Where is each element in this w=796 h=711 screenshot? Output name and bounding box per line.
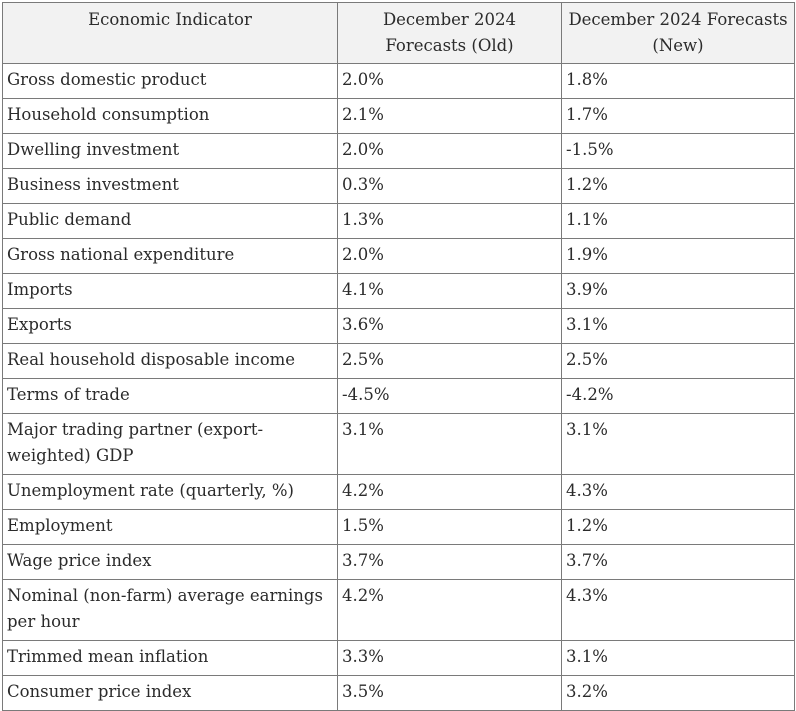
old-forecast-cell: 2.0% [337, 63, 562, 99]
table-row: Nominal (non-farm) average earnings per … [2, 579, 795, 641]
table-row: Employment 1.5% 1.2% [2, 509, 795, 545]
table-row: Terms of trade -4.5% -4.2% [2, 378, 795, 414]
new-forecast-cell: 1.2% [561, 509, 795, 545]
table-row: Wage price index 3.7% 3.7% [2, 544, 795, 580]
new-forecast-cell: 3.1% [561, 413, 795, 475]
new-forecast-cell: 3.7% [561, 544, 795, 580]
new-forecast-cell: 3.9% [561, 273, 795, 309]
header-forecast-new: December 2024 Forecasts (New) [561, 2, 795, 64]
new-forecast-cell: 1.2% [561, 168, 795, 204]
indicator-cell: Major trading partner (export-weighted) … [2, 413, 338, 475]
table-row: Gross domestic product 2.0% 1.8% [2, 63, 795, 99]
old-forecast-cell: 4.2% [337, 474, 562, 510]
indicator-cell: Business investment [2, 168, 338, 204]
new-forecast-cell: 4.3% [561, 474, 795, 510]
indicator-cell: Wage price index [2, 544, 338, 580]
indicator-cell: Household consumption [2, 98, 338, 134]
indicator-cell: Exports [2, 308, 338, 344]
old-forecast-cell: 0.3% [337, 168, 562, 204]
table-row: Exports 3.6% 3.1% [2, 308, 795, 344]
old-forecast-cell: 3.3% [337, 640, 562, 676]
new-forecast-cell: 4.3% [561, 579, 795, 641]
new-forecast-cell: 3.1% [561, 308, 795, 344]
old-forecast-cell: 3.7% [337, 544, 562, 580]
table-row: Major trading partner (export-weighted) … [2, 413, 795, 475]
indicator-cell: Dwelling investment [2, 133, 338, 169]
old-forecast-cell: 4.2% [337, 579, 562, 641]
table-row: Gross national expenditure 2.0% 1.9% [2, 238, 795, 274]
old-forecast-cell: 3.5% [337, 675, 562, 711]
header-economic-indicator: Economic Indicator [2, 2, 338, 64]
old-forecast-cell: 1.3% [337, 203, 562, 239]
indicator-cell: Imports [2, 273, 338, 309]
new-forecast-cell: 1.9% [561, 238, 795, 274]
table-row: Household consumption 2.1% 1.7% [2, 98, 795, 134]
indicator-cell: Gross domestic product [2, 63, 338, 99]
new-forecast-cell: -1.5% [561, 133, 795, 169]
old-forecast-cell: 3.6% [337, 308, 562, 344]
table-row: Dwelling investment 2.0% -1.5% [2, 133, 795, 169]
header-row: Economic Indicator December 2024 Forecas… [2, 2, 795, 64]
old-forecast-cell: 2.0% [337, 238, 562, 274]
old-forecast-cell: -4.5% [337, 378, 562, 414]
old-forecast-cell: 2.1% [337, 98, 562, 134]
indicator-cell: Gross national expenditure [2, 238, 338, 274]
indicator-cell: Nominal (non-farm) average earnings per … [2, 579, 338, 641]
table-row: Business investment 0.3% 1.2% [2, 168, 795, 204]
indicator-cell: Unemployment rate (quarterly, %) [2, 474, 338, 510]
indicator-cell: Terms of trade [2, 378, 338, 414]
table-row: Unemployment rate (quarterly, %) 4.2% 4.… [2, 474, 795, 510]
indicator-cell: Trimmed mean inflation [2, 640, 338, 676]
indicator-cell: Consumer price index [2, 675, 338, 711]
new-forecast-cell: -4.2% [561, 378, 795, 414]
old-forecast-cell: 2.0% [337, 133, 562, 169]
header-forecast-old: December 2024 Forecasts (Old) [337, 2, 562, 64]
table-row: Trimmed mean inflation 3.3% 3.1% [2, 640, 795, 676]
new-forecast-cell: 3.2% [561, 675, 795, 711]
indicator-cell: Public demand [2, 203, 338, 239]
indicator-cell: Employment [2, 509, 338, 545]
table-row: Consumer price index 3.5% 3.2% [2, 675, 795, 711]
new-forecast-cell: 1.7% [561, 98, 795, 134]
table-row: Public demand 1.3% 1.1% [2, 203, 795, 239]
old-forecast-cell: 3.1% [337, 413, 562, 475]
new-forecast-cell: 1.8% [561, 63, 795, 99]
new-forecast-cell: 3.1% [561, 640, 795, 676]
old-forecast-cell: 1.5% [337, 509, 562, 545]
indicator-cell: Real household disposable income [2, 343, 338, 379]
new-forecast-cell: 2.5% [561, 343, 795, 379]
table-row: Imports 4.1% 3.9% [2, 273, 795, 309]
table-row: Real household disposable income 2.5% 2.… [2, 343, 795, 379]
old-forecast-cell: 2.5% [337, 343, 562, 379]
old-forecast-cell: 4.1% [337, 273, 562, 309]
new-forecast-cell: 1.1% [561, 203, 795, 239]
